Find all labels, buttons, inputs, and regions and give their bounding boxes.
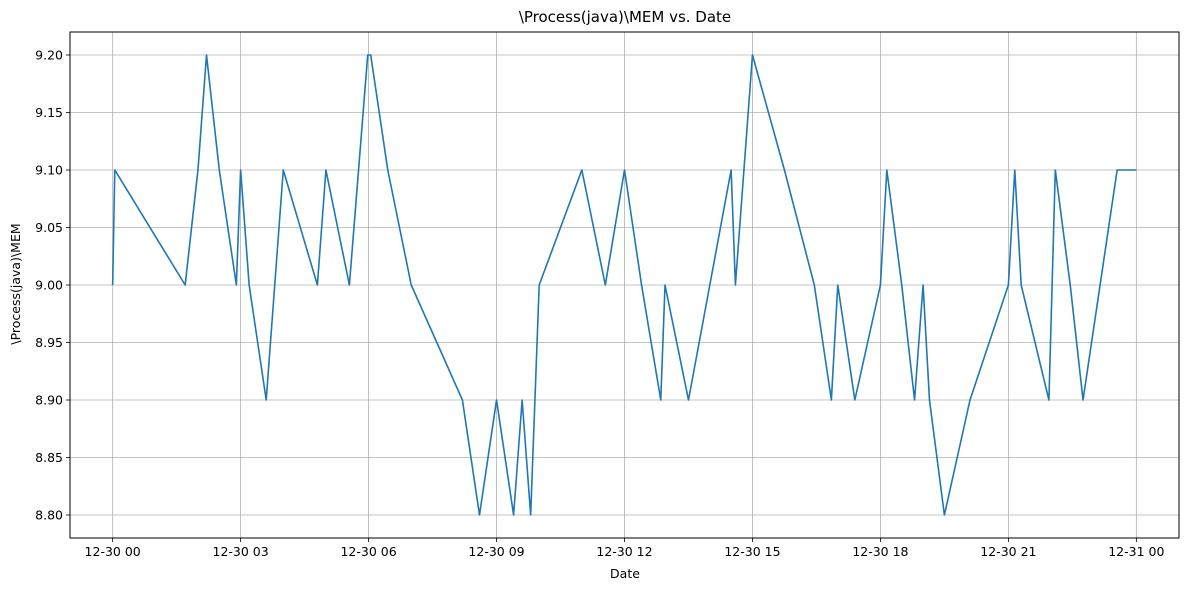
y-tick-label: 9.10 xyxy=(35,163,63,178)
x-tick-label: 12-30 06 xyxy=(340,544,396,559)
x-tick-label: 12-30 03 xyxy=(213,544,269,559)
y-tick-label: 8.95 xyxy=(35,335,63,350)
y-axis-label: \Process(java)\MEM xyxy=(8,223,23,344)
y-tick-label: 9.00 xyxy=(35,278,63,293)
y-tick-label: 8.85 xyxy=(35,450,63,465)
x-tick-label: 12-30 12 xyxy=(596,544,652,559)
y-tick-label: 8.80 xyxy=(35,508,63,523)
x-tick-label: 12-30 00 xyxy=(85,544,141,559)
grid-layer xyxy=(70,32,1179,538)
series-line-0 xyxy=(111,54,1137,516)
data-line-layer xyxy=(111,54,1137,516)
x-tick-label: 12-30 18 xyxy=(852,544,908,559)
x-tick-label: 12-30 15 xyxy=(724,544,780,559)
x-tick-label: 12-31 00 xyxy=(1108,544,1164,559)
y-tick-label: 9.20 xyxy=(35,48,63,63)
x-axis-label: Date xyxy=(610,566,640,581)
x-tick-label: 12-30 09 xyxy=(468,544,524,559)
x-tick-label: 12-30 21 xyxy=(980,544,1036,559)
y-tick-label: 8.90 xyxy=(35,393,63,408)
y-tick-label: 9.05 xyxy=(35,220,63,235)
y-tick-label: 9.15 xyxy=(35,105,63,120)
chart-title: \Process(java)\MEM vs. Date xyxy=(519,8,731,26)
tick-layer: 12-30 00 12-30 03 12-30 06 12-30 09 12-30 12… xyxy=(35,48,1164,560)
